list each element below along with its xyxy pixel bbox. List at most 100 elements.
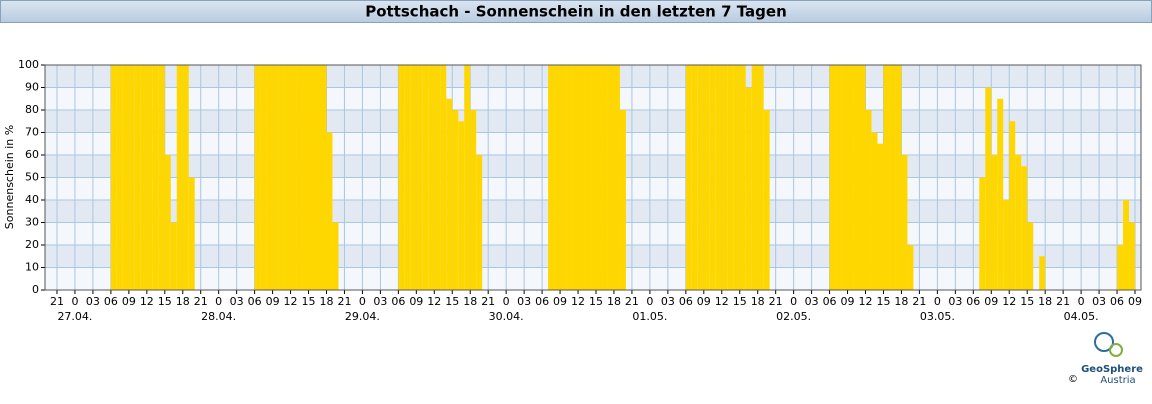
x-tick-label: 06 — [391, 295, 405, 308]
x-tick-label: 09 — [122, 295, 136, 308]
y-axis-title: Sonnenschein in % — [3, 125, 16, 229]
bar — [302, 65, 309, 290]
x-tick-label: 03 — [805, 295, 819, 308]
bar — [164, 155, 171, 290]
bar — [1015, 155, 1022, 290]
bar — [554, 65, 561, 290]
x-tick-label: 12 — [1002, 295, 1016, 308]
bar — [110, 65, 117, 290]
bar — [278, 65, 285, 290]
bar — [476, 155, 483, 290]
bar — [685, 65, 692, 290]
bar — [464, 65, 471, 290]
bar — [284, 65, 291, 290]
logo-mark — [1109, 343, 1123, 357]
date-label: 29.04. — [345, 310, 380, 323]
x-tick-label: 15 — [158, 295, 172, 308]
bar — [979, 177, 986, 290]
bar — [590, 65, 596, 290]
x-tick-label: 03 — [1092, 295, 1106, 308]
bar — [266, 65, 273, 290]
bar — [1027, 222, 1034, 290]
y-tick-label: 60 — [25, 148, 39, 161]
bar — [428, 65, 435, 290]
bar — [548, 65, 555, 290]
bar — [182, 65, 189, 290]
bar — [560, 65, 567, 290]
x-tick-label: 06 — [248, 295, 262, 308]
x-tick-label: 0 — [1078, 295, 1085, 308]
x-tick-label: 15 — [1020, 295, 1034, 308]
date-label: 01.05. — [632, 310, 667, 323]
x-tick-label: 0 — [71, 295, 78, 308]
x-tick-label: 12 — [859, 295, 873, 308]
chart-title: Pottschach - Sonnenschein in den letzten… — [365, 3, 787, 21]
bar — [122, 65, 129, 290]
plot-frame — [44, 64, 1142, 291]
bar — [1021, 166, 1028, 290]
x-tick-label: 0 — [359, 295, 366, 308]
bar — [847, 65, 854, 290]
bar — [470, 110, 477, 290]
logo-sub: Austria — [1100, 375, 1135, 386]
x-tick-label: 03 — [661, 295, 675, 308]
x-tick-label: 18 — [1038, 295, 1052, 308]
bar — [877, 143, 884, 290]
bar — [290, 65, 297, 290]
bar — [619, 110, 626, 290]
x-tick-label: 0 — [215, 295, 222, 308]
bar — [907, 245, 914, 290]
x-tick-label: 12 — [427, 295, 441, 308]
bar — [865, 110, 872, 290]
bar — [296, 65, 303, 290]
date-label: 28.04. — [201, 310, 236, 323]
bar — [158, 65, 165, 290]
x-tick-label: 12 — [284, 295, 298, 308]
x-tick-label: 21 — [481, 295, 495, 308]
x-tick-label: 0 — [790, 295, 797, 308]
bar — [146, 65, 153, 290]
bar — [1009, 121, 1016, 290]
bar — [152, 65, 159, 290]
x-tick-label: 21 — [1056, 295, 1070, 308]
bar — [446, 98, 453, 290]
bar — [991, 155, 998, 290]
bar — [458, 121, 465, 290]
bar — [578, 65, 585, 290]
bar — [1039, 256, 1046, 290]
bar — [434, 65, 441, 290]
bar — [134, 65, 141, 290]
bar — [739, 65, 746, 290]
x-tick-label: 09 — [266, 295, 280, 308]
bar — [254, 65, 261, 290]
y-tick-label: 30 — [25, 216, 39, 229]
bar — [697, 65, 704, 290]
bar — [260, 65, 267, 290]
bar — [733, 65, 740, 290]
bar — [314, 65, 321, 290]
bar — [883, 65, 890, 290]
x-tick-label: 21 — [625, 295, 639, 308]
x-tick-label: 09 — [697, 295, 711, 308]
bar — [721, 65, 728, 290]
bar — [853, 65, 860, 290]
x-tick-label: 09 — [553, 295, 567, 308]
logo-name: GeoSphere — [1081, 364, 1143, 375]
y-tick-label: 10 — [25, 261, 39, 274]
x-tick-label: 21 — [50, 295, 64, 308]
bar — [751, 65, 758, 290]
logo-mark — [1094, 332, 1114, 352]
bar — [404, 65, 411, 290]
date-label: 02.05. — [776, 310, 811, 323]
x-tick-label: 18 — [751, 295, 765, 308]
y-tick-label: 80 — [25, 103, 39, 116]
bar — [188, 177, 195, 290]
bar — [1117, 245, 1124, 290]
bar — [841, 65, 848, 290]
bar — [308, 65, 315, 290]
y-tick-label: 50 — [25, 171, 39, 184]
x-tick-label: 06 — [823, 295, 837, 308]
bar — [613, 65, 620, 290]
